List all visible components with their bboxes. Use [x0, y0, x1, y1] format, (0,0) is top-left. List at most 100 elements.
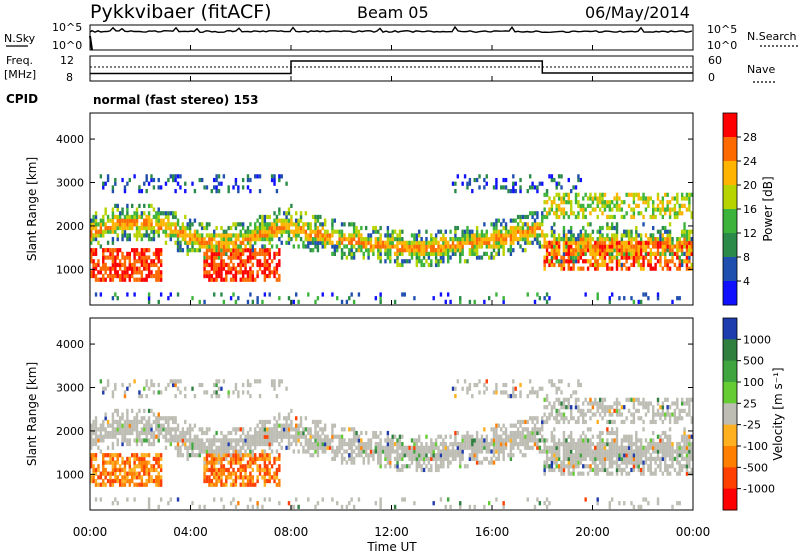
power-cell	[239, 266, 242, 271]
velocity-cell	[268, 475, 271, 480]
power-cell	[439, 259, 443, 264]
velocity-cell	[509, 456, 513, 461]
power-cell	[138, 259, 141, 264]
power-cell	[213, 244, 216, 249]
power-cell	[560, 259, 563, 264]
power-cell	[167, 177, 170, 183]
velocity-cell	[234, 504, 238, 509]
power-cell	[439, 292, 443, 297]
power-cell	[128, 237, 131, 242]
power-cell	[468, 299, 472, 304]
velocity-cell	[610, 412, 614, 417]
velocity-cell	[94, 427, 98, 432]
power-cell	[512, 229, 515, 234]
power-cell	[548, 174, 551, 179]
power-cell	[586, 266, 590, 271]
power-cell	[487, 237, 491, 242]
velocity-cell	[379, 497, 382, 502]
power-cell	[620, 214, 624, 220]
power-cell	[420, 248, 423, 253]
power-cell	[311, 248, 315, 253]
velocity-cell	[509, 445, 513, 450]
power-cell	[639, 240, 643, 245]
velocity-cell	[268, 419, 271, 425]
velocity-cell	[186, 430, 189, 436]
power-cell	[275, 233, 279, 238]
velocity-cell	[326, 445, 329, 450]
power-cell	[666, 248, 669, 253]
velocity-cell	[548, 501, 551, 506]
velocity-cell	[504, 445, 508, 450]
velocity-cell	[164, 427, 168, 432]
velocity-cell	[140, 482, 144, 487]
power-cell	[615, 248, 619, 253]
velocity-cell	[316, 449, 320, 454]
velocity-cell	[603, 460, 607, 465]
power-cell	[555, 237, 558, 242]
power-cell	[249, 292, 252, 297]
power-cell	[384, 244, 387, 249]
power-cell	[287, 222, 291, 227]
velocity-cell	[99, 482, 103, 487]
power-cell	[420, 237, 423, 242]
power-cell	[237, 296, 240, 301]
velocity-cell	[659, 456, 662, 461]
velocity-cell	[623, 434, 626, 439]
power-cell	[143, 222, 146, 227]
velocity-cell	[97, 464, 100, 469]
velocity-cell	[147, 501, 151, 506]
power-cell	[471, 229, 474, 234]
velocity-cell	[319, 442, 322, 447]
velocity-cell	[413, 501, 416, 506]
power-cell	[210, 240, 213, 245]
velocity-cell	[118, 430, 122, 436]
power-cell	[295, 211, 298, 216]
power-cell	[314, 240, 317, 245]
velocity-cell	[560, 405, 563, 410]
power-cell	[167, 296, 170, 301]
power-cell	[507, 229, 510, 234]
power-cell	[237, 270, 240, 275]
velocity-cell	[227, 453, 230, 458]
power-cell	[143, 277, 146, 282]
power-cell	[316, 233, 320, 238]
velocity-cell	[504, 390, 508, 395]
power-cell	[454, 233, 457, 238]
power-cell	[104, 255, 107, 260]
velocity-cell	[620, 419, 624, 425]
velocity-cell	[261, 434, 264, 439]
velocity-cell	[569, 405, 573, 410]
velocity-cell	[102, 467, 105, 473]
power-cell	[644, 240, 648, 245]
power-cell	[673, 251, 677, 256]
power-cell	[434, 255, 438, 260]
power-cell	[398, 262, 402, 268]
power-cell	[109, 266, 112, 271]
velocity-cell	[613, 442, 616, 447]
velocity-cell	[328, 445, 332, 450]
velocity-cell	[215, 390, 218, 395]
power-cell	[186, 244, 189, 249]
power-cell	[475, 240, 479, 245]
velocity-cell	[495, 445, 498, 450]
power-cell	[270, 270, 274, 275]
power-cell	[352, 255, 356, 260]
velocity-cell	[541, 416, 544, 421]
velocity-cell	[430, 449, 433, 454]
power-cell	[159, 292, 163, 297]
velocity-cell	[487, 445, 491, 450]
velocity-cell	[627, 456, 631, 461]
velocity-cell	[123, 394, 127, 399]
velocity-cell	[302, 445, 305, 450]
velocity-cell	[234, 382, 238, 388]
velocity-cell	[282, 430, 286, 436]
power-cell	[292, 233, 296, 238]
power-cell	[90, 251, 93, 256]
power-cell	[258, 222, 262, 227]
power-cell	[241, 233, 245, 238]
power-cell	[615, 233, 619, 238]
velocity-cell	[601, 453, 604, 458]
velocity-cell	[213, 382, 216, 388]
velocity-cell	[639, 401, 643, 406]
power-cell	[664, 262, 667, 268]
